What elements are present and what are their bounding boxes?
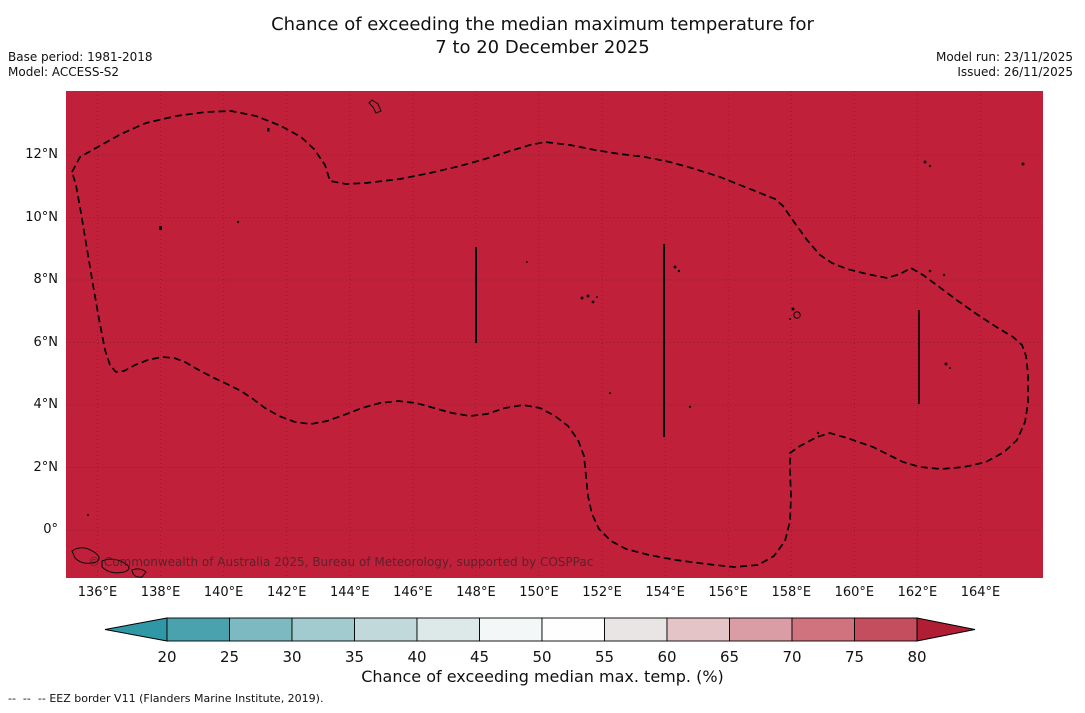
model-label: Model: ACCESS-S2 (8, 65, 120, 79)
colorbar-segment (166, 617, 230, 642)
island-marks (71, 99, 1025, 578)
lon-tick-label: 160°E (834, 585, 875, 600)
colorbar-segment (604, 617, 668, 642)
title-line-2: 7 to 20 December 2025 (435, 37, 650, 58)
lon-tick-label: 142°E (266, 585, 307, 600)
colorbar-segment (666, 617, 730, 642)
colorbar-segment (729, 617, 793, 642)
lon-tick-label: 158°E (771, 585, 812, 600)
eez-note-text: EEZ border V11 (Flanders Marine Institut… (49, 692, 324, 705)
colorbar-tick-label: 35 (345, 648, 364, 666)
lon-tick-label: 156°E (708, 585, 748, 600)
colorbar-tick-label: 70 (782, 648, 801, 666)
issued-label: Issued: 26/11/2025 (957, 65, 1073, 79)
lat-tick-label: 10°N (25, 209, 58, 225)
base-period-label: Base period: 1981-2018 (8, 50, 153, 64)
colorbar-tick-label: 30 (282, 648, 301, 666)
lon-tick-label: 148°E (456, 585, 496, 600)
colorbar-tick-label: 65 (720, 648, 739, 666)
colorbar-segment (229, 617, 293, 642)
colorbar-segment (854, 617, 918, 642)
figure-title: Chance of exceeding the median maximum t… (0, 13, 1085, 59)
meta-right-block: Model run: 23/11/2025 Issued: 26/11/2025 (936, 50, 1073, 80)
map-panel: © Commonwealth of Australia 2025, Bureau… (66, 91, 1043, 578)
meta-left-block: Base period: 1981-2018 Model: ACCESS-S2 (8, 50, 153, 80)
colorbar-tick-label: 20 (157, 648, 176, 666)
lon-tick-label: 136°E (77, 585, 118, 600)
colorbar-label: Chance of exceeding median max. temp. (%… (361, 667, 724, 686)
colorbar-tick-label: 45 (470, 648, 489, 666)
colorbar-segment (479, 617, 543, 642)
eez-border-path (71, 110, 1029, 568)
colorbar-left-arrow (104, 617, 168, 642)
map-watermark: © Commonwealth of Australia 2025, Bureau… (88, 555, 594, 569)
colorbar-tick-label: 75 (845, 648, 864, 666)
eez-dash-sample: -- -- -- (8, 692, 46, 705)
lon-tick-label: 164°E (960, 585, 1001, 600)
lat-tick-label: 2°N (33, 459, 59, 475)
map-gridlines (66, 91, 1043, 578)
lon-tick-label: 140°E (203, 585, 244, 600)
colorbar-segment (291, 617, 355, 642)
lon-tick-label: 150°E (519, 585, 559, 600)
lon-tick-label: 152°E (582, 585, 622, 600)
lon-tick-label: 154°E (645, 585, 685, 600)
lat-tick-label: 12°N (25, 147, 58, 162)
map-canvas (66, 91, 1043, 578)
lon-tick-label: 144°E (330, 585, 370, 600)
colorbar-segment (791, 617, 855, 642)
colorbar: 20 25 30 35 40 45 50 55 60 65 70 75 80 (104, 617, 976, 666)
colorbar-tick-label: 55 (595, 648, 614, 666)
colorbar-tick-label: 60 (657, 648, 676, 666)
lat-tick-label: 6°N (33, 334, 59, 350)
lon-tick-label: 146°E (393, 585, 433, 600)
lon-tick-label: 138°E (140, 585, 181, 600)
lat-tick-label: 8°N (33, 272, 59, 287)
lat-tick-label: 0° (43, 522, 58, 537)
colorbar-segment (354, 617, 418, 642)
lon-tick-label: 162°E (897, 585, 938, 600)
colorbar-segment (416, 617, 480, 642)
colorbar-tick-label: 80 (907, 648, 926, 666)
eez-legend-note: -- -- -- EEZ border V11 (Flanders Marine… (8, 692, 323, 705)
colorbar-segment (541, 617, 605, 642)
colorbar-tick-label: 40 (407, 648, 426, 666)
colorbar-right-arrow (916, 617, 976, 642)
model-run-label: Model run: 23/11/2025 (935, 50, 1073, 64)
colorbar-tick-label: 50 (532, 648, 551, 666)
lat-tick-label: 4°N (33, 397, 59, 412)
title-line-1: Chance of exceeding the median maximum t… (271, 14, 814, 35)
colorbar-tick-label: 25 (220, 648, 239, 666)
